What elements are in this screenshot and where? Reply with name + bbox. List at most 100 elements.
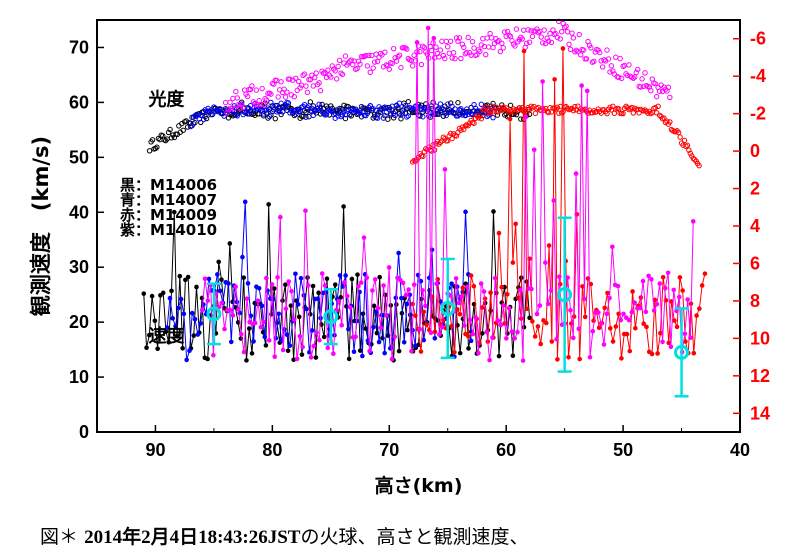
brightness-point-M14007 — [445, 101, 451, 107]
speed-point-M14010 — [344, 293, 350, 299]
brightness-point-M14010 — [309, 72, 315, 78]
speed-point-M14006 — [377, 274, 382, 280]
brightness-point-M14010 — [635, 66, 641, 73]
brightness-point-M14009 — [447, 130, 454, 137]
brightness-point-M14010 — [287, 76, 293, 82]
speed-point-M14010 — [676, 294, 682, 300]
speed-point-M14007 — [228, 339, 234, 345]
speed-point-M14009 — [546, 243, 552, 248]
brightness-point-M14010 — [439, 38, 445, 44]
speed-point-M14009 — [694, 313, 699, 318]
speed-point-M14010 — [364, 275, 370, 281]
speed-point-M14010 — [325, 345, 331, 351]
brightness-point-M14007 — [358, 103, 365, 110]
brightness-point-M14007 — [466, 109, 473, 115]
speed-point-M14007 — [432, 335, 438, 341]
brightness-point-M14007 — [187, 123, 194, 130]
speed-point-M14010 — [596, 310, 601, 315]
legend-entry: 黒：M14006 — [120, 176, 217, 194]
speed-point-M14010 — [252, 320, 258, 326]
brightness-point-M14007 — [247, 103, 254, 109]
speed-point-M14010 — [601, 342, 607, 347]
brightness-point-M14010 — [667, 94, 673, 101]
speed-point-M14007 — [373, 309, 379, 314]
brightness-point-M14010 — [443, 38, 449, 45]
speed-point-M14010 — [604, 311, 610, 317]
speed-point-M14010 — [397, 277, 403, 283]
brightness-point-M14010 — [605, 56, 612, 62]
speed-point-M14006 — [355, 272, 360, 277]
brightness-point-M14009 — [630, 110, 637, 116]
brightness-point-M14009 — [686, 147, 692, 153]
speed-point-M14007 — [226, 281, 231, 286]
mean-speed-errorbars — [206, 216, 690, 398]
speed-point-M14010 — [305, 283, 311, 288]
speed-point-M14007 — [421, 337, 427, 343]
speed-point-M14010 — [319, 271, 325, 276]
brightness-point-M14010 — [332, 68, 338, 74]
brightness-point-M14007 — [462, 112, 468, 118]
brightness-point-M14010 — [465, 34, 471, 41]
speed-point-M14010 — [543, 260, 548, 265]
speed-point-M14009 — [680, 288, 685, 293]
brightness-point-M14007 — [436, 111, 442, 117]
speed-point-M14009 — [641, 321, 646, 327]
speed-point-M14007 — [337, 273, 343, 278]
x-tick-label: 50 — [613, 440, 633, 460]
brightness-point-M14010 — [626, 62, 632, 68]
speed-point-M14009 — [702, 271, 708, 276]
mean-speed-point — [557, 216, 573, 373]
brightness-point-M14007 — [250, 108, 257, 114]
speed-point-M14006 — [263, 343, 269, 348]
brightness-point-M14010 — [610, 68, 616, 74]
speed-point-M14009 — [666, 340, 672, 346]
speed-point-M14009 — [697, 306, 702, 311]
brightness-point-M14007 — [484, 113, 490, 120]
mean-speed-point — [206, 282, 222, 346]
brightness-point-M14007 — [316, 101, 322, 107]
speed-point-M14010 — [372, 277, 378, 282]
brightness-point-M14010 — [541, 27, 547, 33]
speed-point-M14010 — [358, 280, 364, 285]
speed-point-M14010 — [297, 333, 303, 339]
brightness-point-M14010 — [538, 34, 544, 40]
speed-point-M14010 — [545, 301, 551, 307]
brightness-point-M14010 — [563, 23, 569, 30]
brightness-point-M14010 — [544, 35, 550, 41]
speed-point-M14007 — [404, 301, 410, 307]
speed-point-M14010 — [342, 279, 347, 285]
speed-point-M14006 — [396, 348, 402, 354]
brightness-point-M14007 — [396, 100, 403, 106]
speed-point-M14007 — [170, 316, 176, 321]
brightness-point-M14007 — [472, 105, 479, 111]
speed-point-M14010 — [356, 284, 361, 289]
speed-point-M14006 — [191, 333, 197, 338]
brightness-point-M14010 — [591, 58, 597, 65]
brightness-point-M14010 — [370, 65, 376, 71]
speed-point-M14010 — [582, 296, 587, 302]
speed-point-M14010 — [442, 167, 448, 172]
brightness-point-M14010 — [648, 88, 654, 94]
brightness-point-M14009 — [502, 106, 508, 112]
brightness-point-M14007 — [347, 112, 353, 118]
speed-point-M14010 — [484, 329, 490, 335]
y-tick-label: 70 — [69, 37, 89, 57]
brightness-point-M14010 — [268, 91, 274, 97]
brightness-point-M14009 — [656, 112, 663, 118]
brightness-point-M14010 — [374, 58, 381, 65]
brightness-point-M14009 — [629, 104, 635, 111]
brightness-point-M14007 — [437, 101, 444, 107]
brightness-point-M14010 — [642, 70, 648, 76]
x-axis-label: 高さ(km) — [375, 474, 463, 497]
speed-point-M14010 — [506, 305, 512, 311]
brightness-point-M14010 — [557, 36, 563, 42]
speed-point-M14009 — [577, 356, 582, 362]
speed-point-M14010 — [509, 329, 515, 334]
brightness-point-M14010 — [497, 48, 504, 55]
speed-point-M14009 — [521, 48, 527, 54]
speed-point-M14010 — [523, 114, 529, 120]
brightness-point-M14010 — [449, 55, 455, 61]
speed-point-M14007 — [198, 321, 203, 326]
speed-point-M14010 — [654, 301, 660, 307]
brightness-point-M14006 — [272, 115, 278, 122]
